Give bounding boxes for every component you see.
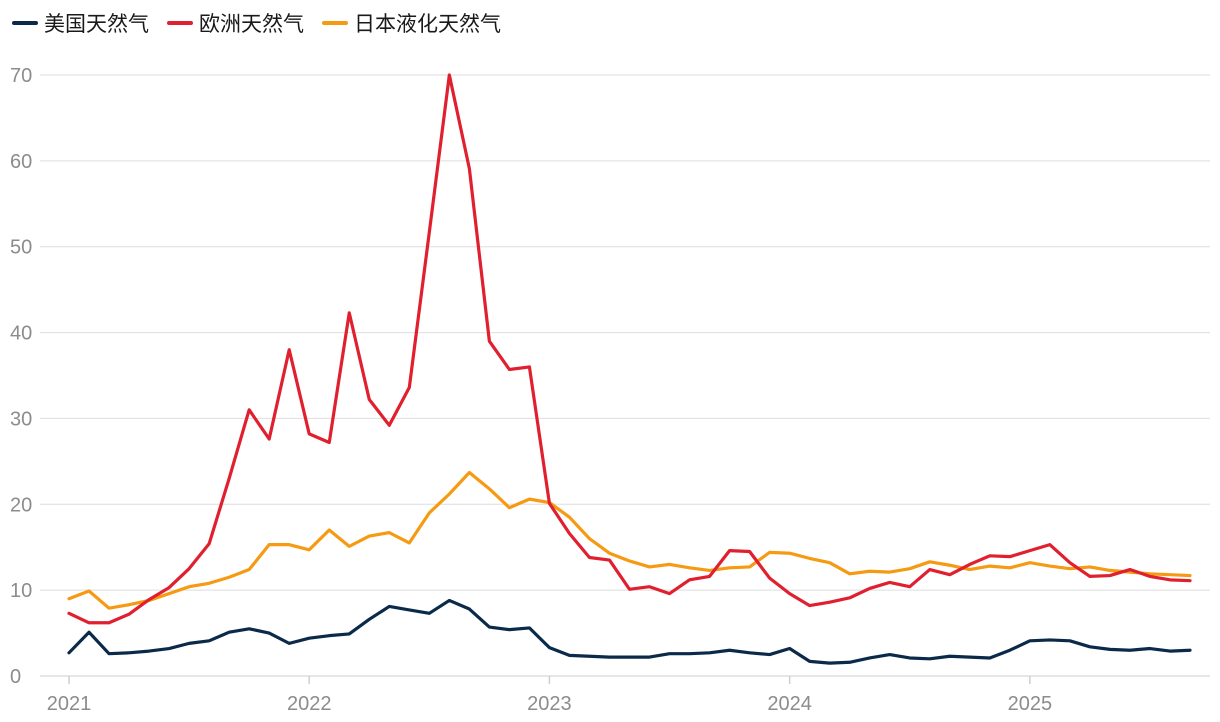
y-tick-label: 10 [10,580,32,602]
legend-label-europe-gas: 欧洲天然气 [199,12,304,36]
y-tick-label: 70 [10,65,32,87]
x-tick-label: 2023 [527,693,572,715]
x-tick-label: 2025 [1008,693,1053,715]
series-line-us-gas [67,598,1192,665]
y-tick-label: 60 [10,151,32,173]
y-tick-label: 50 [10,237,32,259]
y-tick-label: 20 [10,494,32,516]
y-tick-label: 0 [10,666,21,688]
y-tick-label: 30 [10,408,32,430]
x-tick-label: 2024 [767,693,812,715]
series-line-japan-lng [67,470,1192,610]
legend-item-europe-gas: 欧洲天然气 [167,8,304,38]
series-line-europe-gas [67,73,1192,625]
y-tick-label: 40 [10,323,32,345]
legend-item-japan-lng: 日本液化天然气 [322,8,501,38]
legend: 美国天然气 欧洲天然气 日本液化天然气 [12,8,501,38]
legend-label-us-gas: 美国天然气 [44,12,149,36]
legend-item-us-gas: 美国天然气 [12,8,149,38]
legend-swatch-japan-lng [322,21,348,25]
legend-label-japan-lng: 日本液化天然气 [354,12,501,36]
legend-swatch-us-gas [12,21,38,25]
x-tick-label: 2022 [287,693,332,715]
legend-swatch-europe-gas [167,21,193,25]
x-tick-label: 2021 [47,693,92,715]
